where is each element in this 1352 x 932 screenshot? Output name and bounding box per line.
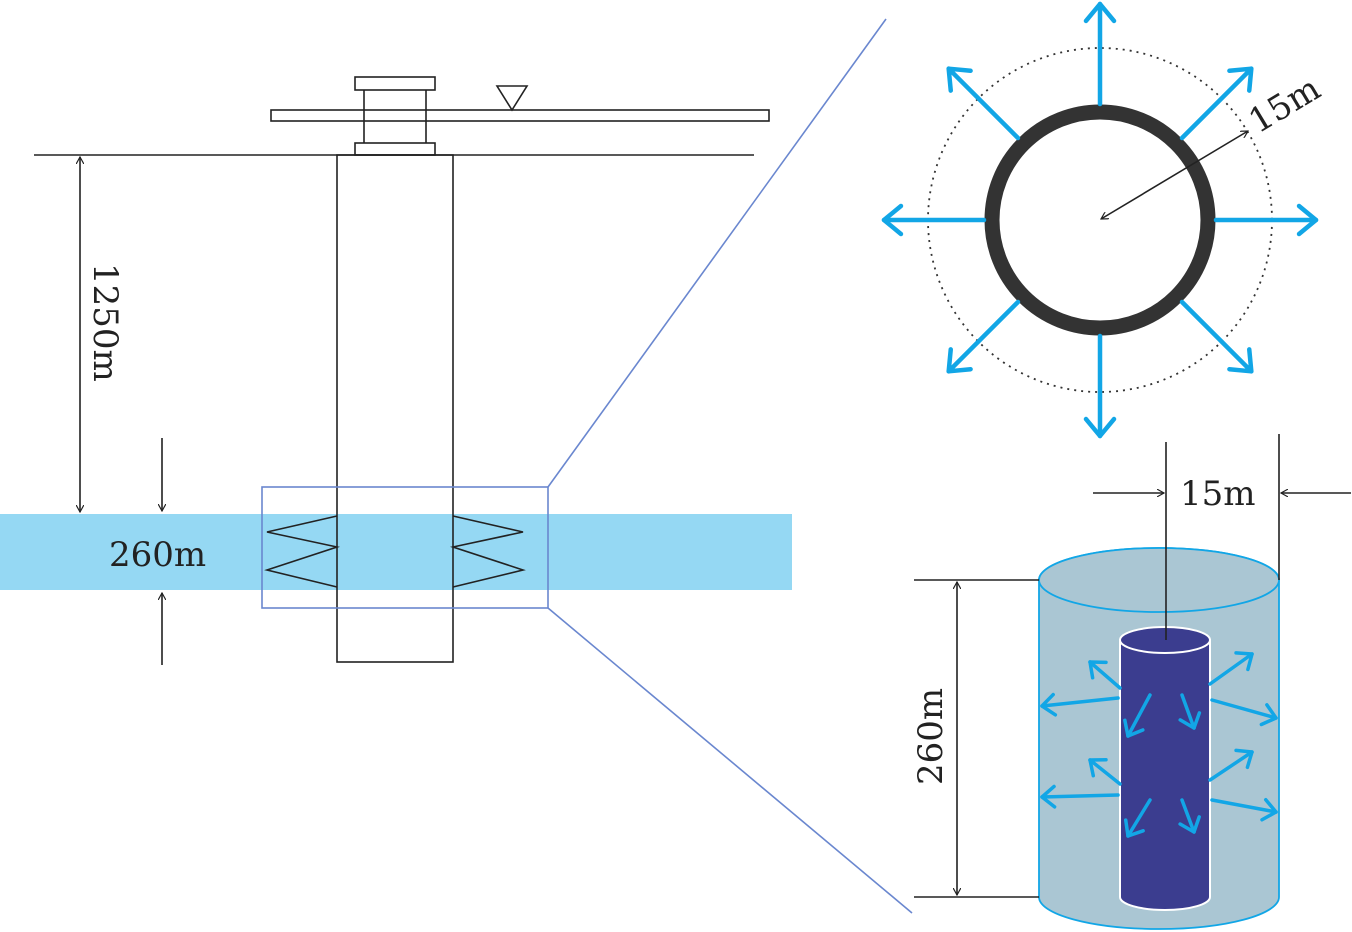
cylinder-arrow (1088, 660, 1122, 690)
wellhead (354, 76, 436, 156)
cylinder-arrow (1208, 651, 1254, 686)
radial-arrow (881, 203, 987, 237)
cylinder-arrow (1123, 798, 1152, 838)
influence-cylinder-top (1038, 547, 1280, 613)
cross-section: 1250m 260m (0, 18, 913, 914)
cylinder-arrow (1040, 784, 1120, 809)
cylinder-height-label: 260m (911, 688, 951, 785)
radial-arrow (946, 66, 1021, 141)
zoom-frame (261, 486, 549, 609)
radial-arrow (1179, 299, 1254, 374)
injection-core (1119, 639, 1211, 911)
radial-arrow (1083, 333, 1117, 439)
layer-thickness-label: 260m (109, 535, 206, 575)
cylinder-arrow (1210, 797, 1278, 822)
radius-label-bottom: 15m (1180, 474, 1256, 514)
depth-label: 1250m (85, 263, 125, 382)
cylinder-view: 15m 260m (911, 434, 1351, 930)
cylinder-arrow (1208, 748, 1254, 782)
perforation-left (264, 515, 341, 588)
radial-arrow (1179, 66, 1254, 141)
plan-view: 15m (881, 1, 1327, 439)
well-ring (984, 104, 1216, 336)
radial-arrow (1083, 1, 1117, 107)
aquifer-layer (0, 514, 792, 590)
water-level-icon (495, 85, 529, 112)
cylinder-flow-arrows (1040, 651, 1278, 838)
perforation-right (449, 515, 526, 588)
cylinder-arrow (1088, 757, 1122, 786)
radial-arrow (946, 299, 1021, 374)
cylinder-arrow (1040, 692, 1120, 717)
zoom-projection-bottom (547, 607, 913, 914)
zoom-projection-top (547, 18, 887, 488)
cylinder-arrow (1178, 798, 1201, 834)
radial-arrow (1213, 203, 1319, 237)
cylinder-arrow (1210, 698, 1278, 727)
radius-dimension-arrow (1101, 130, 1248, 220)
radial-flow-arrows (881, 1, 1319, 439)
radius-label-top: 15m (1242, 69, 1327, 142)
cylinder-arrow (1123, 693, 1152, 738)
wellhead-platform (270, 109, 770, 122)
well-casing (336, 154, 454, 663)
cylinder-arrow (1178, 693, 1202, 730)
injection-core-top (1119, 626, 1211, 654)
